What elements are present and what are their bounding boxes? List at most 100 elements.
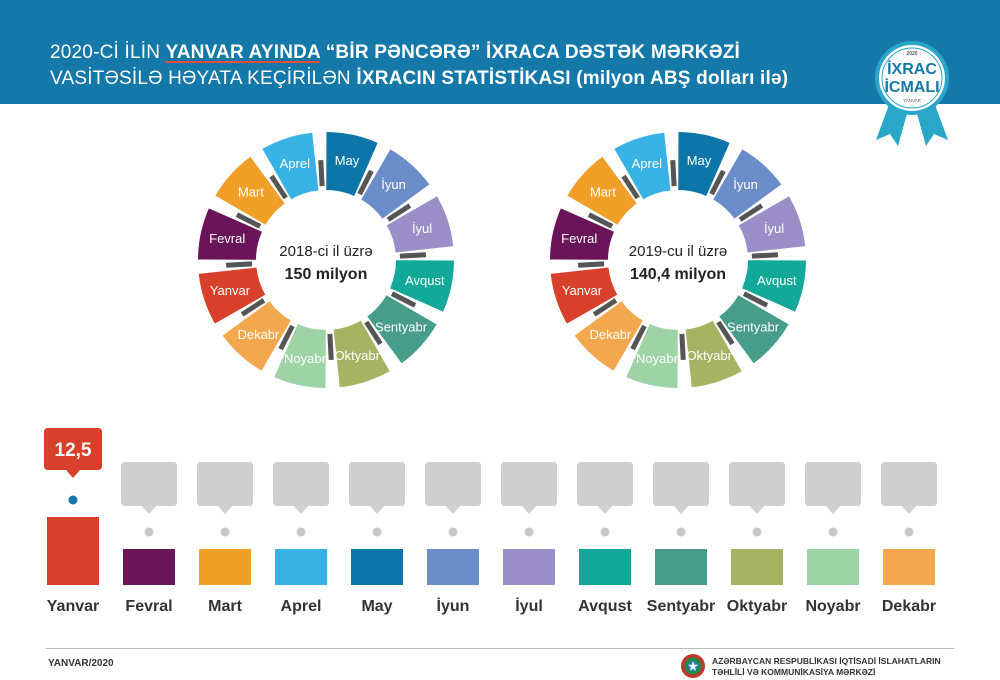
bar-oktyabr: [731, 549, 783, 585]
bar-iyul: [503, 549, 555, 585]
donut-label-iyun: İyun: [733, 177, 758, 192]
donut-label-oktyabr: Oktyabr: [686, 348, 732, 363]
x-tick-oktyabr: Oktyabr: [727, 598, 787, 615]
bar-dot: [752, 527, 762, 537]
donut-divider: [390, 291, 417, 308]
bar-dot: [904, 527, 914, 537]
donut-divider: [364, 320, 383, 346]
donut-divider: [578, 261, 605, 268]
donut-divider: [327, 333, 334, 360]
donut-label-mart: Mart: [590, 184, 616, 199]
badge-line2: İCMALI: [884, 78, 939, 96]
bar-callout: [349, 462, 405, 514]
donut-segment-may: [678, 132, 730, 196]
donut-divider: [587, 212, 614, 229]
donut-divider: [240, 298, 266, 317]
x-tick-avqust: Avqust: [578, 598, 632, 615]
bar-dot: [144, 527, 154, 537]
x-tick-iyun: İyun: [437, 597, 470, 615]
bar-aprel: [275, 549, 327, 585]
donut-segment-dekabr: [222, 301, 291, 371]
donut-segment-iyul: [738, 196, 806, 253]
donut-label-sentyabr: Sentyabr: [727, 320, 780, 335]
donut-divider: [357, 169, 374, 196]
bar-dot: [68, 495, 78, 505]
bar-callout: [805, 462, 861, 514]
ixrac-icmali-badge: 2020 İXRAC İCMALI YANVAR: [875, 41, 949, 146]
x-tick-iyul: İyul: [515, 597, 543, 615]
bar-callout: [577, 462, 633, 514]
donut-divider: [226, 261, 253, 268]
donut-divider: [630, 324, 647, 351]
donut-label-aprel: Aprel: [632, 156, 662, 171]
donut-divider: [738, 203, 764, 222]
donut-label-fevral: Fevral: [209, 231, 245, 246]
bar-dot: [448, 527, 458, 537]
donut-segment-aprel: [262, 132, 319, 200]
donut-divider: [670, 160, 677, 187]
donut-segment-fevral: [550, 208, 614, 260]
donut-label-iyun: İyun: [381, 177, 406, 192]
bar-iyun: [427, 549, 479, 585]
title-l1-b: YANVAR AYINDA: [165, 42, 321, 63]
title-l2-a: VASİTƏSİLƏ HƏYATA KEÇİRİLƏN: [50, 68, 357, 89]
badge-year: 2020: [906, 51, 917, 57]
donut-divider: [278, 324, 295, 351]
x-tick-yanvar: Yanvar: [47, 598, 99, 615]
bar-callout: [881, 462, 937, 514]
donut-center-value: 140,4 milyon: [630, 266, 726, 283]
bar-yanvar: [47, 517, 99, 585]
donut-center-year: 2019-cu il üzrə: [629, 243, 727, 260]
donut-divider: [751, 252, 778, 259]
bar-dot: [828, 527, 838, 537]
donut-segment-oktyabr: [685, 320, 742, 388]
donut-label-yanvar: Yanvar: [562, 283, 603, 298]
donut-label-aprel: Aprel: [280, 156, 310, 171]
donut-divider: [709, 169, 726, 196]
donut-segment-avqust: [742, 260, 806, 312]
donut-label-avqust: Avqust: [757, 273, 797, 288]
donut-segment-noyabr: [626, 324, 678, 388]
badge-line1: İXRAC: [887, 60, 937, 78]
bar-fevral: [123, 549, 175, 585]
donut-segment-aprel: [614, 132, 671, 200]
donut-label-oktyabr: Oktyabr: [334, 348, 380, 363]
donut-label-yanvar: Yanvar: [210, 283, 251, 298]
x-tick-mart: Mart: [208, 598, 242, 615]
title-l1-a: 2020-Cİ İLİN: [50, 42, 166, 63]
x-tick-noyabr: Noyabr: [805, 598, 860, 615]
donut-label-avqust: Avqust: [405, 273, 445, 288]
bar-dot: [220, 527, 230, 537]
footer-organization: AZƏRBAYCAN RESPUBLİKASI İQTİSADİ İSLAHAT…: [712, 656, 941, 678]
donut-segment-iyul: [386, 196, 454, 253]
donut-2019: Yanvar Fevral Mart Aprel May İyun İyul Avqust Se…: [550, 132, 806, 388]
donut-segment-fevral: [198, 208, 262, 260]
x-tick-may: May: [361, 598, 392, 615]
donut-label-may: May: [335, 153, 360, 168]
donut-segment-sentyabr: [719, 295, 789, 364]
donut-segment-yanvar: [198, 267, 266, 324]
bar-may: [351, 549, 403, 585]
bar-callout: [425, 462, 481, 514]
bar-mart: [199, 549, 251, 585]
donut-divider: [399, 252, 426, 259]
bar-dot: [676, 527, 686, 537]
donut-divider: [679, 333, 686, 360]
footer-date: YANVAR/2020: [48, 658, 114, 669]
donut-label-sentyabr: Sentyabr: [375, 320, 428, 335]
x-tick-aprel: Aprel: [281, 598, 322, 615]
bar-callout: [197, 462, 253, 514]
donut-segment-dekabr: [574, 301, 643, 371]
donut-label-dekabr: Dekabr: [237, 327, 280, 342]
donut-divider: [386, 203, 412, 222]
donut-segment-avqust: [390, 260, 454, 312]
bar-dot: [296, 527, 306, 537]
page-title: 2020-Cİ İLİN YANVAR AYINDA “BİR PƏNCƏRƏ”…: [50, 40, 788, 92]
donut-label-noyabr: Noyabr: [284, 351, 327, 366]
donut-segment-sentyabr: [367, 295, 437, 364]
bar-dekabr: [883, 549, 935, 585]
donut-divider: [318, 160, 325, 187]
bar-callout: [653, 462, 709, 514]
donut-segment-iyun: [361, 149, 430, 219]
title-l2-b: İXRACIN STATİSTİKASI (milyon ABŞ dolları…: [356, 68, 789, 89]
